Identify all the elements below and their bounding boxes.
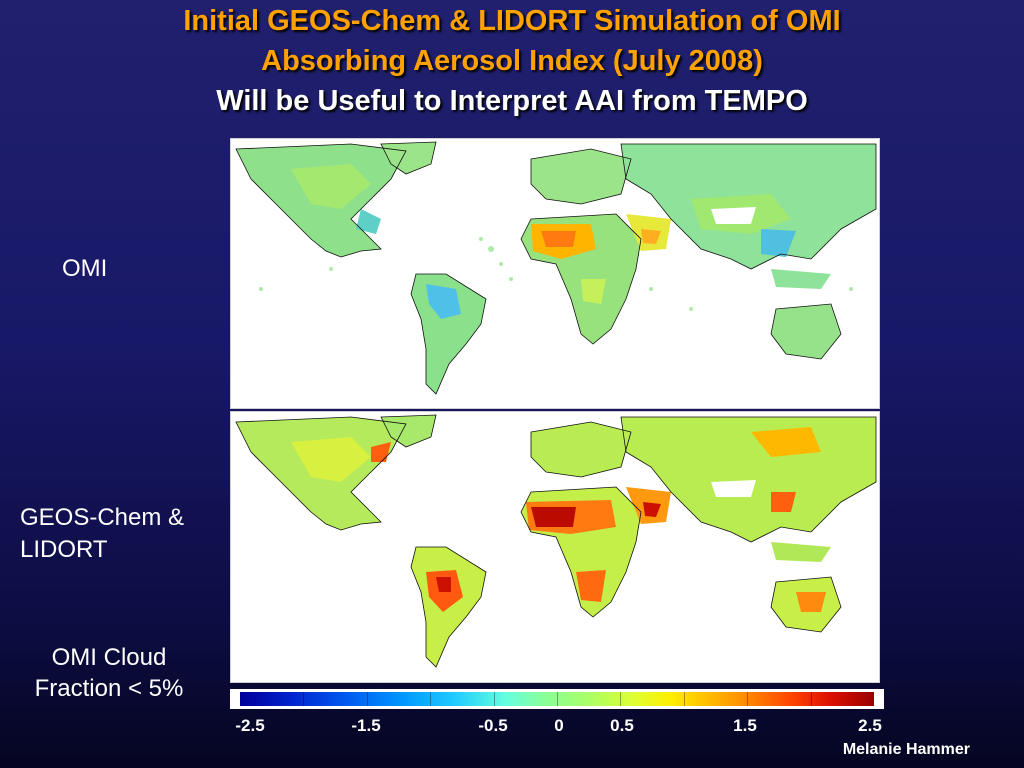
colorbar-tick (366, 692, 368, 706)
geos-chem-map-image (231, 412, 879, 682)
colorbar-tick (747, 692, 749, 706)
colorbar-tick (430, 692, 432, 706)
slide-title-line-2: Absorbing Aerosol Index (July 2008) (261, 45, 763, 77)
omi-aai-map (230, 138, 880, 409)
geos-chem-aai-map (230, 411, 880, 683)
colorbar-label: 0 (554, 716, 564, 735)
colorbar-tick (620, 692, 622, 706)
aai-colorbar (240, 692, 874, 706)
colorbar-tick (557, 692, 558, 706)
colorbar-label: -0.5 (478, 716, 508, 735)
colorbar-frame (230, 689, 884, 709)
colorbar-label: -1.5 (351, 716, 381, 735)
slide-title-line-1: Initial GEOS-Chem & LIDORT Simulation of… (183, 5, 841, 37)
colorbar-label: -2.5 (235, 716, 265, 735)
colorbar-label: 1.5 (733, 716, 757, 735)
slide-subtitle: Will be Useful to Interpret AAI from TEM… (216, 85, 808, 117)
australia-land (771, 304, 841, 359)
colorbar-tick (810, 692, 812, 706)
colorbar-label: 2.5 (858, 716, 882, 735)
cloud-fraction-note: OMI Cloud Fraction < 5% (34, 644, 184, 702)
author-credit: Melanie Hammer (842, 741, 970, 758)
colorbar-label: 0.5 (610, 716, 634, 735)
colorbar-tick (683, 692, 685, 706)
geos-chem-panel-label: GEOS-Chem & LIDORT (20, 504, 185, 563)
colorbar-tick (303, 692, 305, 706)
omi-panel-label: OMI (62, 255, 108, 282)
colorbar-tick (493, 692, 495, 706)
omi-map-image (231, 139, 879, 408)
